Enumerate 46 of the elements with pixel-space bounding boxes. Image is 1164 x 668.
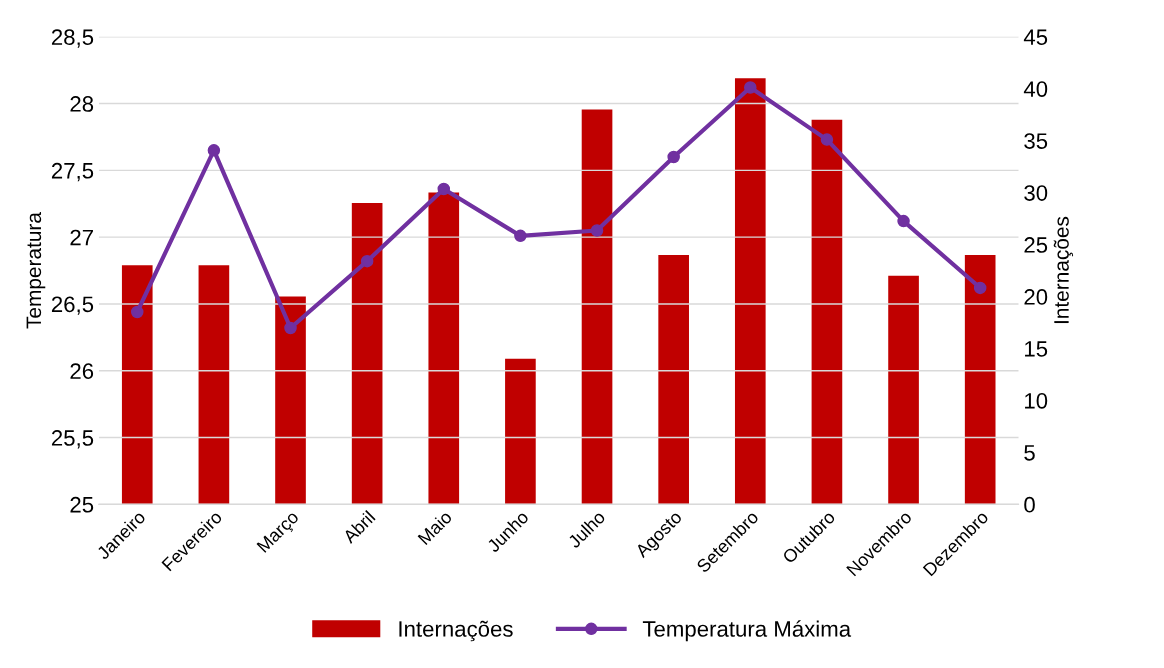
bar: [275, 296, 306, 505]
y-tick-label: 28,5: [51, 29, 94, 48]
point: [131, 305, 144, 319]
bar: [505, 358, 536, 505]
point: [207, 144, 221, 157]
point: [360, 254, 374, 268]
point: [744, 81, 757, 94]
y2-tick-label: 40: [1023, 81, 1048, 97]
legend-label: Internações: [399, 620, 513, 642]
point: [667, 150, 680, 164]
bar: [121, 265, 153, 505]
point: [897, 214, 910, 228]
point: [973, 281, 987, 295]
point: [284, 321, 297, 335]
y-tick-label: 26: [70, 363, 94, 380]
y-tick-label: 26,5: [51, 296, 94, 315]
y-tick-label: 27,5: [51, 162, 94, 182]
y2-tick-label: 35: [1024, 133, 1048, 149]
bar: [581, 109, 613, 505]
point: [820, 133, 834, 146]
y-tick-label: 25: [70, 496, 94, 513]
bar: [734, 78, 766, 505]
y2-tick-label: 10: [1025, 392, 1048, 409]
bar: [888, 275, 919, 505]
y2-tick-label: 30: [1024, 185, 1048, 201]
y-tick-label: 27: [70, 229, 93, 246]
bar: [964, 254, 996, 505]
legend-label: Temperatura Máxima: [642, 620, 852, 642]
bar: [811, 119, 843, 505]
bar: [198, 265, 230, 505]
y2-tick-label: 45: [1023, 29, 1048, 46]
point: [514, 229, 527, 243]
bar: [351, 203, 383, 505]
point: [437, 182, 451, 196]
y2-tick-label: 5: [1024, 445, 1035, 461]
point: [590, 224, 604, 237]
bar: [658, 254, 689, 505]
y-tick-label: 28: [70, 96, 94, 112]
y-axis-title: Temperatura: [26, 212, 46, 329]
y2-tick-label: 25: [1024, 237, 1048, 253]
y2-axis-title: Internações: [1053, 216, 1074, 324]
bar: [428, 192, 460, 505]
y2-tick-label: 20: [1024, 289, 1048, 305]
y2-tick-label: 0: [1024, 496, 1035, 513]
y2-tick-label: 15: [1025, 341, 1048, 357]
y-tick-label: 25,5: [51, 430, 94, 449]
